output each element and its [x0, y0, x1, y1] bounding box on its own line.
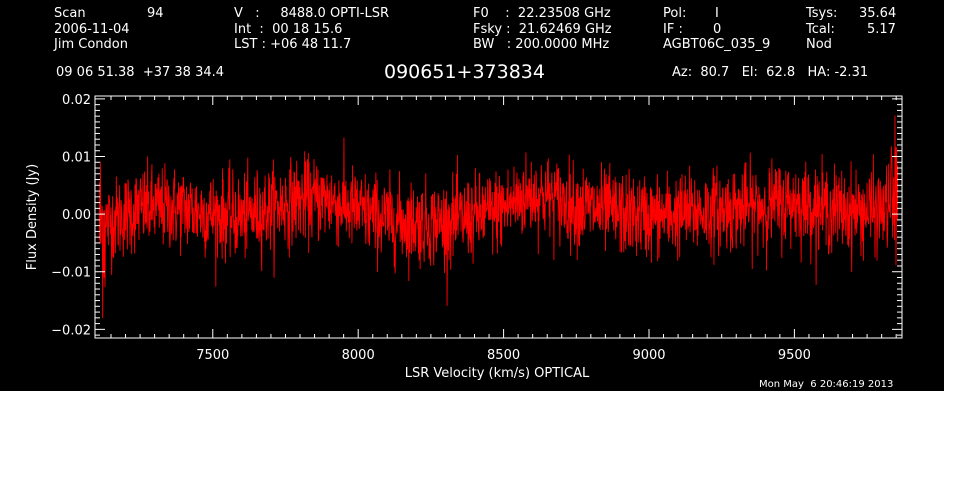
footer-timestamp: Mon May 6 20:46:19 2013 — [759, 379, 894, 390]
scan-number: 94 — [147, 6, 164, 21]
tcal-value: 5.17 — [867, 22, 896, 37]
observation-date: 2006-11-04 — [54, 22, 130, 37]
y-tick-label: −0.01 — [51, 266, 91, 281]
x-tick-label: 7500 — [196, 348, 229, 363]
x-tick-label: 9000 — [632, 348, 665, 363]
series-layer — [98, 115, 899, 319]
project-id: AGBT06C_035_9 — [663, 37, 771, 52]
tsys-value: 35.64 — [859, 6, 897, 21]
rest-frequency: F0 : 22.23508 GHz — [473, 6, 611, 21]
velocity-readout: V : 8488.0 OPTI-LSR — [234, 6, 390, 21]
lst-readout: LST : +06 48 11.7 — [234, 37, 352, 52]
ticks-layer: 7500 8000 8500 9000 9500 −0.02 −0.01 0.00 0.01 0.… — [51, 93, 902, 363]
tcal-label: Tcal: — [806, 22, 835, 37]
spectrum-series-line — [98, 115, 899, 319]
y-tick-label: 0.01 — [62, 151, 91, 166]
scan-label: Scan — [54, 6, 86, 21]
x-tick-label: 8500 — [487, 348, 520, 363]
bandwidth: BW : 200.0000 MHz — [473, 37, 610, 52]
tsys-label: Tsys: — [806, 6, 838, 21]
y-axis-label: Flux Density (Jy) — [25, 164, 40, 270]
az-el-ha-readout: Az: 80.7 El: 62.8 HA: -2.31 — [672, 65, 869, 80]
y-tick-label: −0.02 — [51, 323, 91, 338]
x-tick-label: 9500 — [778, 348, 811, 363]
sky-frequency: Fsky : 21.62469 GHz — [473, 22, 612, 37]
if-value: 0 — [713, 22, 722, 37]
y-tick-label: 0.00 — [62, 208, 91, 223]
spectrum-chart: 7500 8000 8500 9000 9500 −0.02 −0.01 0.00 0.01 0.… — [25, 93, 903, 381]
x-axis-label: LSR Velocity (km/s) OPTICAL — [405, 366, 590, 381]
plot-frame — [94, 95, 903, 339]
plot-window: Scan 94 2006-11-04 Jim Condon V : 8488.0… — [0, 0, 944, 391]
x-tick-label: 8000 — [342, 348, 375, 363]
source-name: 090651+373834 — [384, 61, 545, 83]
procedure-name: Nod — [806, 37, 832, 52]
if-label: IF : — [663, 22, 683, 37]
polarization-label: Pol: — [663, 6, 687, 21]
integration-time: Int : 00 18 15.6 — [234, 22, 343, 37]
y-tick-label: 0.02 — [62, 93, 91, 108]
observer-name: Jim Condon — [54, 37, 128, 52]
source-coordinates: 09 06 51.38 +37 38 34.4 — [56, 65, 225, 80]
polarization-value: I — [715, 6, 719, 21]
